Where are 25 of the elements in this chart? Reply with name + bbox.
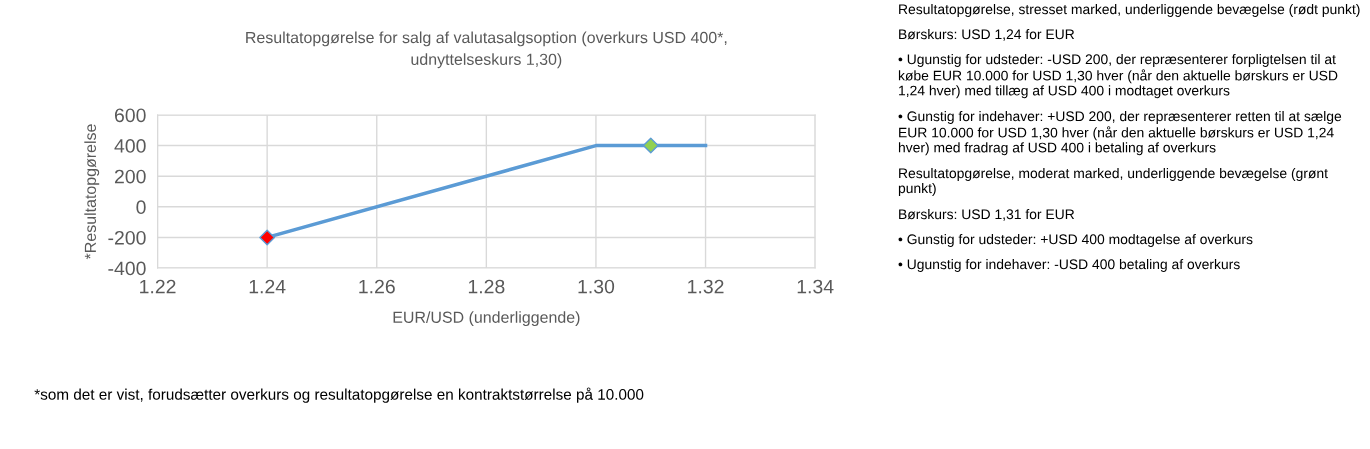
x-tick-label: 1.32 xyxy=(688,279,724,294)
x-tick-label: 1.26 xyxy=(359,279,395,294)
y-tick-label: -400 xyxy=(108,261,146,276)
text: Børskurs: USD 1,31 for EUR xyxy=(899,209,1075,221)
text: Resultatopgørelse, stresset marked, underliggende bevægelse (rødt punkt) xyxy=(899,4,1360,17)
x-tick-label: 1.24 xyxy=(249,279,286,294)
chart-title: Resultatopgørelse for salg af valutasalgsoption (overkurs USD 400*, udnyttelseskurs 1,30) xyxy=(246,31,727,69)
text: *som det er vist, forudsætter overkurs og resultatopgørelse en kontraktstørrelse på 10.000 xyxy=(34,387,644,403)
y-tick-label: 400 xyxy=(114,139,146,153)
text: Børskurs: USD 1,24 for EUR xyxy=(899,29,1075,41)
y-tick-label: 600 xyxy=(114,108,146,123)
x-tick-label: 1.28 xyxy=(468,279,505,294)
y-tick-label: 200 xyxy=(114,169,146,184)
text: • Ugunstig for indehaver: -USD 400 betaling af overkurs xyxy=(898,259,1240,272)
y-tick-label: -200 xyxy=(108,230,146,245)
text: Resultatopgørelse, moderat marked, underliggende bevægelse (grønt punkt) xyxy=(898,168,1328,196)
y-tick-label: 0 xyxy=(136,200,146,215)
text: • Ugunstig for udsteder: -USD 200, der repræsenterer forpligtelsen til at købe EUR 10.000 for USD 1,30 hver (når den aktuelle børskurs er USD 1,24 hver) med tillæg af USD 400 i modtaget overkurs xyxy=(898,54,1338,99)
text: • Gunstig for udsteder: +USD 400 modtagelse af overkurs xyxy=(898,234,1253,247)
y-axis-title: *Resultatopgørelse xyxy=(84,124,100,260)
x-tick-label: 1.30 xyxy=(578,279,615,294)
x-axis-title: EUR/USD (underliggende) xyxy=(393,311,580,327)
x-tick-label: 1.34 xyxy=(797,279,834,294)
x-tick-label: 1.22 xyxy=(140,279,176,294)
text: • Gunstig for indehaver: +USD 200, der repræsenterer retten til at sælge EUR 10.000 for USD 1,30 hver (når den aktuelle børskurs er USD 1,24 hver) med fradrag af USD 400 i betaling af overkurs xyxy=(898,111,1342,156)
